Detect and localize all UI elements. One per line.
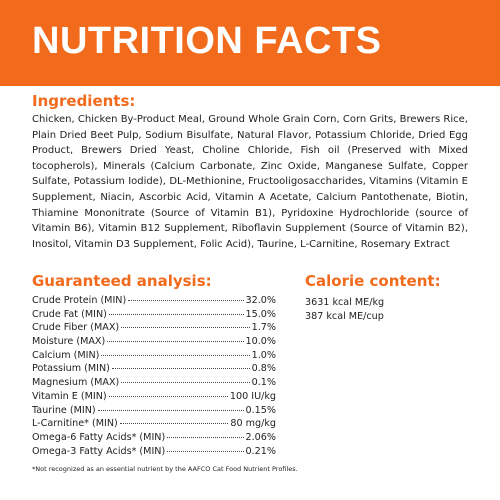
calorie-list: 3631 kcal ME/kg 387 kcal ME/cup — [305, 296, 384, 323]
nutrient-value: 80 mg/kg — [230, 418, 276, 430]
leader-dots — [167, 450, 244, 452]
analysis-row: Crude Fat (MIN) 15.0% — [32, 309, 276, 323]
analysis-row: Calcium (MIN) 1.0% — [32, 350, 276, 364]
analysis-row: Crude Fiber (MAX) 1.7% — [32, 322, 276, 336]
nutrient-value: 1.0% — [251, 349, 276, 361]
ingredients-text: Chicken, Chicken By-Product Meal, Ground… — [32, 114, 468, 250]
nutrient-label: Moisture (MAX) — [32, 336, 106, 348]
analysis-row: L-Carnitine* (MIN) 80 mg/kg — [32, 418, 276, 432]
leader-dots — [121, 327, 250, 329]
nutrient-value: 0.15% — [245, 404, 276, 416]
nutrient-value: 15.0% — [245, 308, 276, 320]
analysis-row: Omega-6 Fatty Acids* (MIN) 2.06% — [32, 432, 276, 446]
ingredients-heading: Ingredients: — [32, 92, 136, 110]
nutrient-label: L-Carnitine* (MIN) — [32, 418, 118, 430]
nutrient-value: 10.0% — [245, 336, 276, 348]
analysis-row: Moisture (MAX) 10.0% — [32, 336, 276, 350]
leader-dots — [101, 354, 250, 356]
analysis-row: Crude Protein (MIN) 32.0% — [32, 295, 276, 309]
nutrient-label: Crude Fat (MIN) — [32, 308, 107, 320]
leader-dots — [111, 368, 250, 370]
analysis-row: Omega-3 Fatty Acids* (MIN) 0.21% — [32, 446, 276, 460]
analysis-row: Potassium (MIN) 0.8% — [32, 363, 276, 377]
nutrient-label: Omega-3 Fatty Acids* (MIN) — [32, 445, 166, 457]
nutrient-label: Taurine (MIN) — [32, 404, 96, 416]
nutrient-value: 1.7% — [251, 322, 276, 334]
leader-dots — [108, 313, 244, 315]
analysis-heading: Guaranteed analysis: — [32, 272, 212, 290]
calorie-line: 387 kcal ME/cup — [305, 310, 384, 322]
leader-dots — [167, 436, 244, 438]
nutrient-value: 32.0% — [245, 295, 276, 306]
header-band: NUTRITION FACTS — [0, 0, 500, 86]
title: NUTRITION FACTS — [32, 20, 382, 62]
nutrient-value: 0.8% — [251, 363, 276, 375]
nutrient-value: 0.1% — [251, 377, 276, 389]
analysis-row: Vitamin E (MIN) 100 IU/kg — [32, 391, 276, 405]
calorie-line: 3631 kcal ME/kg — [305, 297, 385, 308]
leader-dots — [119, 423, 229, 425]
analysis-row: Taurine (MIN) 0.15% — [32, 405, 276, 419]
nutrient-label: Calcium (MIN) — [32, 349, 100, 361]
nutrient-label: Potassium (MIN) — [32, 363, 110, 375]
nutrient-value: 0.21% — [245, 445, 276, 457]
nutrient-value: 100 IU/kg — [229, 390, 276, 402]
nutrient-value: 2.06% — [245, 431, 276, 443]
leader-dots — [97, 409, 244, 411]
nutrient-label: Omega-6 Fatty Acids* (MIN) — [32, 431, 166, 443]
nutrient-label: Crude Fiber (MAX) — [32, 322, 120, 334]
leader-dots — [128, 300, 244, 301]
calorie-heading: Calorie content: — [305, 272, 441, 290]
leader-dots — [121, 382, 250, 384]
footnote: *Not recognized as an essential nutrient… — [32, 465, 298, 473]
analysis-table: Crude Protein (MIN) 32.0% Crude Fat (MIN) 1… — [32, 295, 276, 459]
leader-dots — [108, 395, 228, 397]
nutrient-label: Crude Protein (MIN) — [32, 295, 127, 306]
analysis-row: Magnesium (MAX) 0.1% — [32, 377, 276, 391]
leader-dots — [107, 341, 244, 343]
nutrient-label: Vitamin E (MIN) — [32, 390, 107, 402]
nutrient-label: Magnesium (MAX) — [32, 377, 120, 389]
